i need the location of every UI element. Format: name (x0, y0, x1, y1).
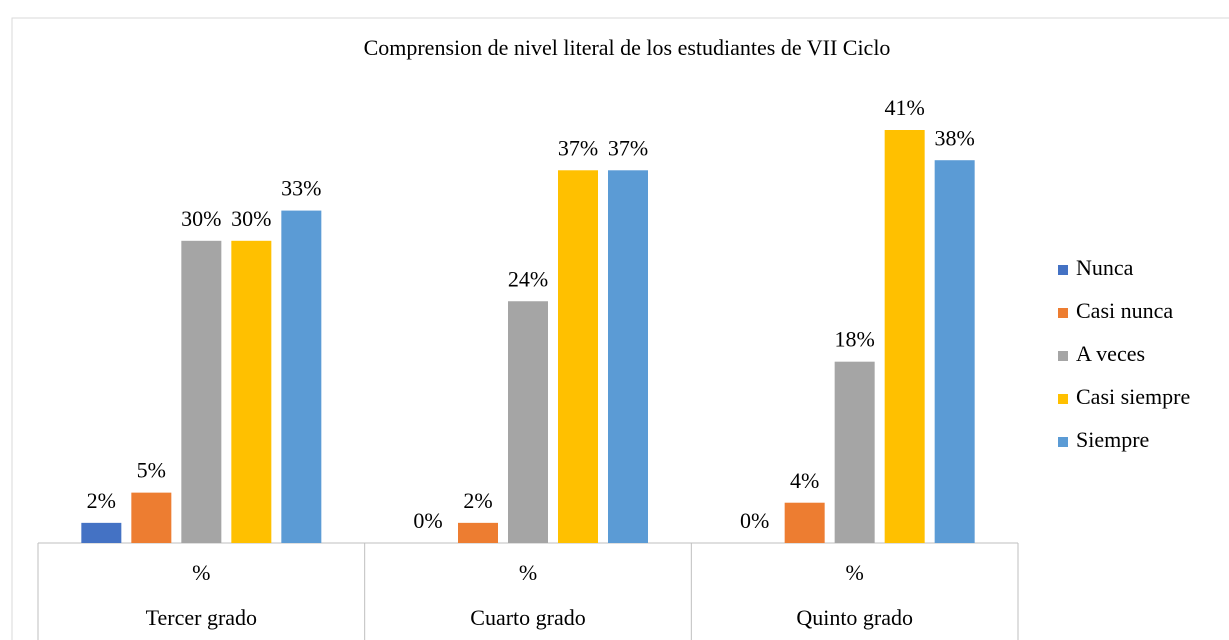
x-tick-sublabel: % (192, 560, 210, 585)
data-label: 18% (835, 327, 875, 352)
x-tick-label: Tercer grado (146, 605, 257, 630)
bar (834, 361, 875, 543)
data-label: 5% (137, 458, 166, 483)
legend-swatch (1058, 437, 1068, 447)
data-label: 0% (413, 508, 442, 533)
bar (784, 502, 825, 543)
legend-label: Casi nunca (1076, 298, 1173, 323)
x-tick-sublabel: % (846, 560, 864, 585)
bar (131, 492, 172, 543)
data-label: 24% (508, 266, 548, 291)
legend-label: Casi siempre (1076, 384, 1190, 409)
legend-swatch (1058, 265, 1068, 275)
bar (458, 522, 498, 543)
bar (508, 301, 548, 543)
data-label: 0% (740, 508, 769, 533)
legend-label: A veces (1076, 341, 1145, 366)
data-label: 30% (181, 206, 221, 231)
bar (934, 160, 975, 543)
chart-title: Comprension de nivel literal de los estu… (364, 35, 891, 60)
legend-label: Siempre (1076, 427, 1149, 452)
data-label: 41% (885, 95, 925, 120)
bar (558, 170, 598, 544)
bar (181, 240, 222, 543)
data-label: 33% (281, 176, 321, 201)
legend-swatch (1058, 351, 1068, 361)
data-label: 38% (935, 125, 975, 150)
legend-label: Nunca (1076, 255, 1134, 280)
bar (231, 240, 272, 543)
data-label: 37% (558, 135, 598, 160)
data-label: 37% (608, 135, 648, 160)
bar (884, 130, 925, 543)
legend-swatch (1058, 394, 1068, 404)
x-tick-label: Quinto grado (796, 605, 913, 630)
legend-swatch (1058, 308, 1068, 318)
bar (281, 210, 322, 543)
data-label: 30% (231, 206, 271, 231)
x-tick-sublabel: % (519, 560, 537, 585)
data-label: 2% (87, 488, 116, 513)
x-tick-label: Cuarto grado (470, 605, 585, 630)
bar (608, 170, 648, 544)
data-label: 4% (790, 468, 819, 493)
data-label: 2% (463, 488, 492, 513)
bar (81, 522, 122, 543)
